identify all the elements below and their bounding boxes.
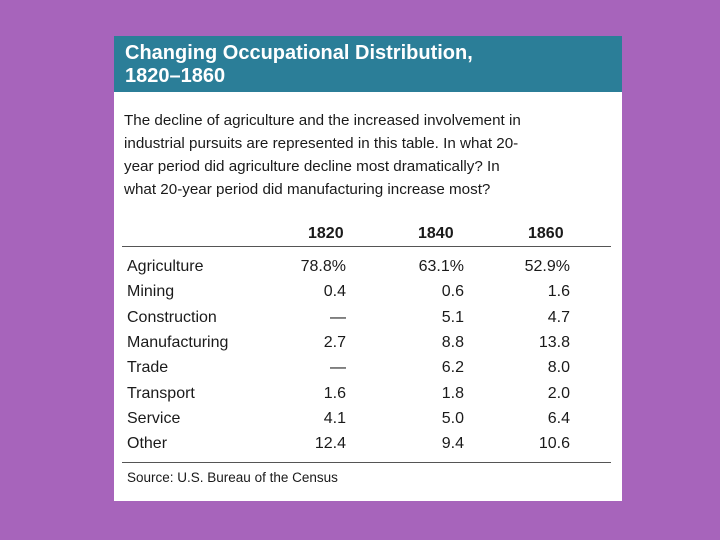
- table-cell: 8.0: [547, 359, 570, 377]
- footer-rule: [122, 462, 611, 463]
- column-header-1820: 1820: [308, 225, 344, 242]
- row-label-manufacturing: Manufacturing: [127, 333, 229, 351]
- header-rule: [122, 246, 611, 247]
- description-line: year period did agriculture decline most…: [124, 158, 500, 175]
- row-label-mining: Mining: [127, 283, 175, 301]
- table-cell: 5.1: [441, 308, 464, 326]
- table-cell: 6.4: [547, 409, 570, 427]
- table-cell: 78.8%: [300, 258, 346, 275]
- table-card: Changing Occupational Distribution, 1820…: [114, 36, 622, 501]
- table-cell: —: [330, 359, 346, 377]
- chart-title: Changing Occupational Distribution, 1820…: [125, 42, 615, 88]
- title-banner: Changing Occupational Distribution, 1820…: [114, 36, 622, 92]
- row-label-service: Service: [127, 409, 181, 427]
- table-cell: 2.7: [323, 333, 346, 351]
- table-cell: 13.8: [538, 333, 570, 351]
- description-line: industrial pursuits are represented in t…: [124, 135, 519, 152]
- table-cell: 6.2: [441, 359, 464, 377]
- row-label-transport: Transport: [127, 384, 195, 402]
- table-cell: 0.4: [323, 283, 346, 301]
- row-label-trade: Trade: [127, 359, 169, 377]
- table-cell: 1.6: [323, 384, 346, 402]
- description-line: what 20-year period did manufacturing in…: [124, 181, 491, 198]
- column-header-1860: 1860: [528, 225, 564, 242]
- source-note: Source: U.S. Bureau of the Census: [127, 470, 338, 485]
- table-cell: 4.7: [547, 308, 570, 326]
- table-cell: 10.6: [538, 435, 570, 453]
- table-cell: 9.4: [441, 435, 464, 453]
- description: The decline of agriculture and the incre…: [124, 109, 618, 201]
- row-label-other: Other: [127, 435, 168, 453]
- table-cell: 12.4: [314, 435, 346, 453]
- title-line: 1820–1860: [125, 65, 226, 87]
- title-line: Changing Occupational Distribution,: [125, 42, 473, 64]
- table-cell: 52.9%: [524, 258, 570, 275]
- table-cell: 0.6: [441, 283, 464, 301]
- row-label-agriculture: Agriculture: [127, 258, 204, 275]
- table-cell: 1.8: [441, 384, 464, 402]
- table-cell: 63.1%: [418, 258, 464, 275]
- description-line: The decline of agriculture and the incre…: [124, 112, 521, 129]
- table-cell: 1.6: [547, 283, 570, 301]
- row-label-construction: Construction: [127, 308, 217, 326]
- table-cell: 8.8: [441, 333, 464, 351]
- column-header-1840: 1840: [418, 225, 454, 242]
- table-cell: 4.1: [323, 409, 346, 427]
- table-cell: 2.0: [547, 384, 570, 402]
- table-cell: 5.0: [441, 409, 464, 427]
- table-cell: —: [330, 308, 346, 326]
